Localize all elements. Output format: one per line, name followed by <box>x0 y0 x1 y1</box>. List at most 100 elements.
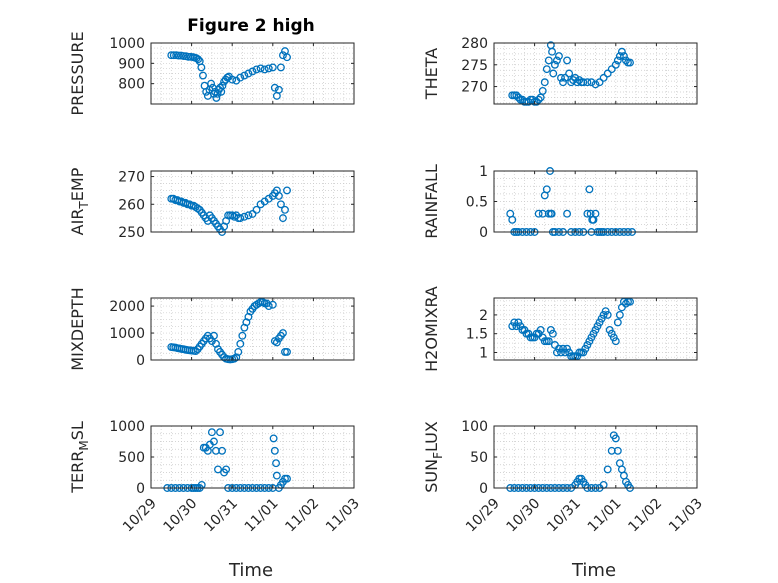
y-tick-label: 1 <box>479 164 488 180</box>
y-tick-label: 1000 <box>109 419 145 435</box>
data-point <box>611 434 620 443</box>
y-tick-label: 0.5 <box>466 195 488 211</box>
data-point <box>615 310 624 319</box>
subplot-7: 0 500 1000 10/29 10/30 10/31 11/01 11/02 11/03 TE… <box>68 419 363 535</box>
data-point <box>595 318 604 327</box>
data-point <box>615 52 624 61</box>
data-point <box>274 192 283 200</box>
y-tick-label: 500 <box>118 450 145 466</box>
data-point <box>546 325 555 334</box>
data-point <box>611 337 620 346</box>
x-tick-label: 10/30 <box>504 496 544 536</box>
data-point <box>617 47 626 56</box>
data-point <box>218 81 227 90</box>
data-point <box>583 78 592 87</box>
data-point <box>222 465 231 474</box>
data-point <box>209 331 218 340</box>
data-point <box>216 428 224 437</box>
data-point <box>281 205 289 214</box>
data-point <box>276 63 285 72</box>
y-tick-label: 0 <box>479 481 488 497</box>
figure-title: Figure 2 high <box>187 16 315 36</box>
y-tick-label: 0 <box>479 225 488 241</box>
data-point <box>559 344 567 353</box>
data-point <box>194 55 203 64</box>
data-point <box>512 91 521 100</box>
data-point <box>214 465 222 474</box>
data-point <box>619 52 628 61</box>
data-point <box>565 69 574 78</box>
y-tick-label: 1000 <box>109 36 145 52</box>
data-point <box>216 83 224 92</box>
data-point <box>174 51 183 60</box>
data-point <box>228 75 237 84</box>
y-tick-label: 900 <box>118 56 145 72</box>
data-point <box>276 200 285 209</box>
data-point <box>264 64 273 73</box>
data-point <box>274 85 283 94</box>
subplot-1: 800 900 1000 PRESSURE <box>68 31 355 116</box>
data-point <box>279 329 287 337</box>
data-point <box>593 322 602 331</box>
y-axis-label-1: PRESSURE <box>68 31 87 115</box>
data-point <box>264 302 273 311</box>
data-point <box>581 344 590 353</box>
data-point <box>236 339 245 348</box>
data-point <box>585 337 594 346</box>
data-point <box>167 51 176 60</box>
data-point <box>244 69 253 78</box>
data-point <box>248 210 257 218</box>
y-tick-label: 0 <box>136 481 145 497</box>
data-point <box>542 185 551 194</box>
y-axis-label-4: RAINFALL <box>422 164 441 239</box>
data-point <box>555 52 563 61</box>
data-point <box>561 73 569 82</box>
data-point <box>613 446 622 455</box>
data-point <box>587 78 596 87</box>
data-point <box>283 53 291 62</box>
x-tick-label: 10/29 <box>120 496 160 536</box>
y-axis-label-5: MIXDEPTH <box>68 287 87 370</box>
axes-box <box>150 170 355 233</box>
data-point <box>270 446 279 455</box>
y-axis-label-3: AIRTEMP <box>68 167 91 235</box>
y-tick-label: 2000 <box>109 299 145 315</box>
data-point <box>607 65 616 74</box>
y-tick-label: 800 <box>118 77 145 93</box>
data-point <box>611 60 620 69</box>
data-point <box>552 348 561 357</box>
data-point <box>514 93 523 102</box>
data-point <box>256 64 265 73</box>
data-point <box>272 459 280 468</box>
data-point <box>272 338 281 347</box>
data-point <box>244 211 253 220</box>
data-point <box>252 65 261 74</box>
x-tick-label: 11/01 <box>242 496 282 536</box>
data-point <box>283 474 291 483</box>
subplot-2: 270 275 280 THETA <box>422 36 698 106</box>
subplot-6: 1 1.5 2 H2OMIXRA <box>422 286 698 372</box>
data-point <box>536 325 545 334</box>
y-tick-label: 270 <box>118 170 145 186</box>
data-point <box>599 73 608 82</box>
y-tick-label: 1.5 <box>466 327 488 343</box>
data-point <box>260 65 269 74</box>
y-axis-label-2: THETA <box>422 48 441 100</box>
data-point <box>544 56 553 65</box>
y-tick-label: 2 <box>479 308 488 324</box>
data-point <box>240 212 249 221</box>
data-point <box>552 56 561 65</box>
subplot-3: 250 260 270 AIRTEMP <box>68 167 355 241</box>
y-tick-label: 270 <box>461 80 488 96</box>
y-tick-label: 1 <box>479 345 488 361</box>
y-tick-label: 250 <box>118 225 145 241</box>
data-point <box>218 446 226 455</box>
data-point <box>583 341 592 349</box>
data-point <box>538 86 547 95</box>
data-point <box>575 76 584 84</box>
data-point <box>579 78 588 87</box>
data-point <box>563 344 572 353</box>
data-point <box>583 209 592 218</box>
data-point <box>510 318 519 327</box>
y-tick-label: 1000 <box>109 326 145 342</box>
